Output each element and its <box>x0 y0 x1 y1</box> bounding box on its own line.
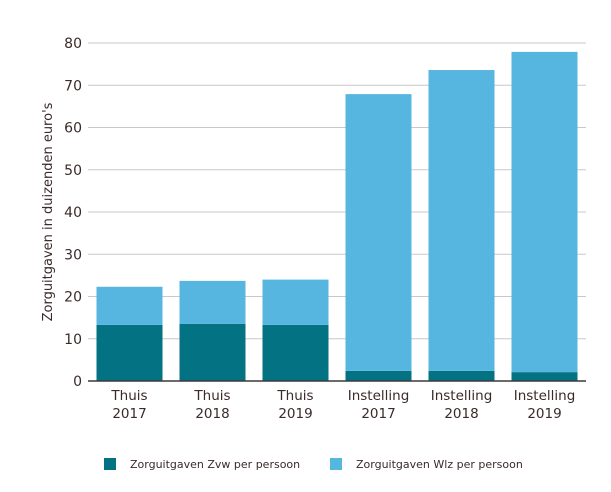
bar-segment-wlz <box>262 279 329 325</box>
y-tick-label: 70 <box>64 78 82 94</box>
y-tick-label: 60 <box>64 121 82 137</box>
y-tick-label: 0 <box>73 374 82 390</box>
x-tick-label: Instelling 2018 <box>431 388 493 422</box>
x-tick-label: Thuis 2017 <box>110 388 147 422</box>
bar-segment-zvw <box>428 370 495 381</box>
y-tick-label: 30 <box>64 247 82 263</box>
y-tick-label: 20 <box>64 290 82 306</box>
legend-label: Zorguitgaven Zvw per persoon <box>130 458 300 471</box>
y-tick-label: 80 <box>64 36 82 52</box>
x-tick-label: Instelling 2017 <box>348 388 410 422</box>
y-tick-label: 50 <box>64 163 82 179</box>
bar-segment-wlz <box>428 70 495 371</box>
bar-segment-wlz <box>511 51 578 373</box>
bar-segment-zvw <box>262 324 329 381</box>
y-tick-label: 40 <box>64 205 82 221</box>
bar-segment-zvw <box>511 372 578 381</box>
bar-segment-wlz <box>345 94 412 371</box>
legend-swatch <box>104 458 116 470</box>
legend-label: Zorguitgaven Wlz per persoon <box>356 458 523 471</box>
bar-segment-wlz <box>179 280 246 324</box>
y-axis-label: Zorguitgaven in duizenden euro's <box>41 102 56 321</box>
bar-segment-zvw <box>96 324 163 381</box>
x-tick-label: Instelling 2019 <box>514 388 576 422</box>
bar-segment-wlz <box>96 286 163 325</box>
bar-segment-zvw <box>345 370 412 381</box>
x-tick-label: Thuis 2019 <box>276 388 313 422</box>
x-tick-label: Thuis 2018 <box>193 388 230 422</box>
legend-swatch <box>330 458 342 470</box>
bar-segment-zvw <box>179 323 246 381</box>
y-tick-label: 10 <box>64 332 82 348</box>
